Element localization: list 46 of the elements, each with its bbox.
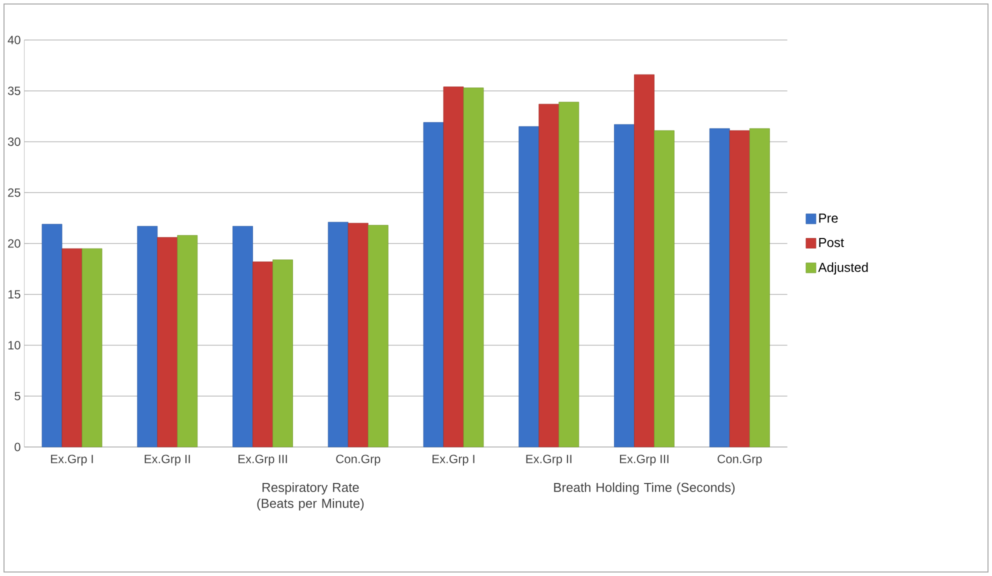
bar <box>634 74 654 448</box>
bar <box>423 122 444 448</box>
x-tick-label: Ex.Grp I <box>51 454 93 466</box>
bar <box>749 128 770 448</box>
bar <box>654 130 674 448</box>
y-tick-label: 15 <box>8 290 20 299</box>
y-tick-label: 25 <box>8 188 20 197</box>
x-tick-label: Con.Grp <box>336 454 380 466</box>
bar <box>614 124 634 448</box>
bar <box>709 128 730 448</box>
bar <box>177 235 198 448</box>
y-tick-label: 10 <box>8 341 20 350</box>
bar <box>82 248 102 448</box>
bar <box>328 222 348 448</box>
bar <box>62 248 82 448</box>
legend-label: Pre <box>819 214 838 223</box>
bar <box>348 222 368 448</box>
text: Breath Holding Time (Seconds) <box>554 482 735 495</box>
x-tick-label: Ex.Grp I <box>432 454 474 466</box>
y-tick-label: 5 <box>14 392 20 400</box>
y-tick-label: 20 <box>8 239 20 248</box>
x-tick-label: Ex.Grp III <box>620 454 668 466</box>
y-tick-label: 0 <box>14 442 20 452</box>
bar <box>157 237 178 448</box>
y-tick-label: 40 <box>8 36 20 44</box>
bar <box>272 260 293 448</box>
x-tick-label: Con.Grp <box>718 454 762 466</box>
bar <box>518 126 540 448</box>
y-tick-label: 35 <box>8 86 20 96</box>
legend-label: Adjusted <box>818 262 868 275</box>
bar <box>443 86 464 448</box>
bar <box>137 226 158 448</box>
bar <box>368 224 388 448</box>
bar <box>232 226 253 448</box>
bar <box>463 88 484 448</box>
bar <box>538 104 560 448</box>
x-tick-label: Ex.Grp III <box>238 454 287 466</box>
bar <box>729 130 750 448</box>
legend-label: Post <box>819 238 844 248</box>
text: Respiratory Rate (Beats per Minute) <box>257 482 364 511</box>
x-tick-label: Ex.Grp II <box>144 454 190 466</box>
bar <box>252 262 273 448</box>
bar <box>42 224 62 448</box>
x-tick-label: Ex.Grp II <box>526 454 572 466</box>
y-tick-label: 30 <box>8 138 20 146</box>
bar <box>558 102 580 448</box>
